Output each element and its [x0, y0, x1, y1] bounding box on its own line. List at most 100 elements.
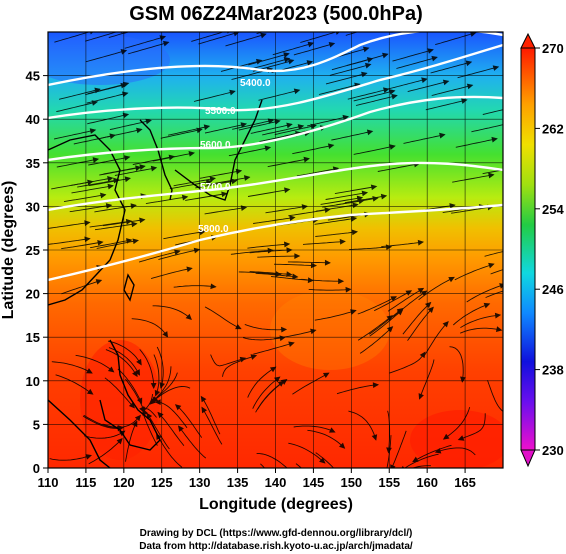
streamline — [252, 376, 280, 409]
streamline — [449, 346, 464, 382]
streamline-arrow — [362, 46, 370, 53]
streamline — [56, 101, 98, 113]
streamline — [48, 221, 90, 229]
streamline-arrow — [279, 335, 286, 342]
streamline-arrow — [134, 414, 141, 422]
streamline — [407, 307, 434, 341]
streamline-arrow — [350, 216, 358, 222]
streamline — [466, 284, 503, 303]
streamline — [353, 90, 395, 102]
streamline-arrow — [193, 247, 201, 254]
streamline — [387, 288, 424, 312]
streamline — [207, 176, 250, 186]
streamline — [336, 197, 378, 206]
streamline-arrow — [396, 307, 404, 314]
streamline — [452, 303, 490, 326]
streamline-arrow — [84, 220, 91, 226]
streamline-arrow — [339, 238, 346, 245]
streamline — [454, 263, 494, 281]
streamline — [139, 349, 155, 388]
streamline — [292, 372, 329, 395]
streamline — [314, 217, 357, 225]
streamline-arrow — [146, 412, 153, 420]
streamline — [482, 109, 503, 115]
streamline — [158, 249, 200, 261]
streamline-arrow — [203, 124, 211, 131]
x-tick-label: 110 — [38, 475, 59, 490]
streamline — [471, 124, 503, 133]
streamline — [348, 410, 377, 440]
streamline-arrow — [116, 437, 123, 445]
streamline — [90, 239, 132, 249]
streamline-arrow — [150, 165, 158, 172]
coastlines — [48, 99, 263, 468]
streamline-arrow — [286, 247, 293, 254]
streamline-arrow — [280, 379, 288, 385]
streamline — [391, 430, 407, 468]
streamline-arrow — [283, 52, 290, 58]
philippines-coast — [99, 339, 161, 451]
streamline-arrow — [205, 179, 213, 186]
x-tick-label: 125 — [151, 475, 173, 490]
streamline — [51, 361, 93, 374]
streamline-arrow — [290, 467, 292, 468]
streamline-arrow — [107, 175, 114, 182]
streamline-arrow — [338, 442, 346, 449]
streamline — [256, 453, 288, 468]
streamline — [307, 116, 349, 127]
streamline — [199, 170, 242, 179]
streamline — [320, 197, 363, 205]
streamline — [173, 177, 216, 187]
streamline-arrow — [382, 52, 389, 59]
contour-label-5800: 5800.0 — [198, 224, 229, 235]
contour-label-5600: 5600.0 — [200, 140, 231, 151]
streamline — [267, 158, 309, 168]
streamline-arrow — [154, 389, 161, 397]
streamline-arrow — [240, 122, 248, 128]
streamline-arrow — [233, 32, 240, 37]
streamline — [249, 271, 292, 276]
streamline — [377, 163, 420, 172]
streamline-arrow — [130, 203, 137, 209]
credit-drawing: Drawing by DCL (https://www.gfd-dennou.o… — [140, 528, 413, 539]
streamline — [104, 377, 135, 409]
streamline-arrow — [345, 286, 352, 293]
streamline — [435, 447, 476, 456]
streamline-arrow — [196, 127, 203, 134]
streamline — [402, 302, 431, 335]
y-tick-label: 40 — [26, 112, 40, 127]
streamline — [255, 272, 298, 278]
streamline-arrow — [240, 205, 248, 211]
streamline-arrow — [201, 406, 208, 414]
streamline — [347, 88, 389, 100]
streamline-arrow — [372, 195, 379, 202]
streamline-arrow — [107, 366, 115, 373]
streamline — [357, 315, 393, 341]
streamline — [443, 406, 471, 440]
streamline — [485, 290, 503, 299]
streamline — [88, 177, 131, 187]
streamline-arrow — [131, 420, 138, 428]
streamline-arrow — [372, 382, 380, 389]
streamline-arrow — [421, 77, 428, 84]
streamline — [94, 204, 136, 213]
streamline — [152, 305, 192, 320]
streamline-arrow — [174, 249, 181, 256]
y-axis-label: Latitude (degrees) — [0, 181, 17, 320]
streamline — [169, 180, 212, 190]
streamline-arrow — [460, 376, 466, 383]
streamline-arrow — [417, 239, 425, 246]
streamline-arrow — [328, 42, 336, 48]
colorbar-tick-label: 262 — [542, 121, 564, 136]
contour-label-5400: 5400.0 — [240, 78, 271, 89]
colorbar-bar — [520, 47, 536, 451]
streamline-arrow — [162, 331, 169, 338]
streamline-arrow — [293, 88, 301, 95]
streamline-arrow — [366, 129, 374, 136]
streamline-arrow — [267, 247, 274, 254]
streamline-arrow — [181, 194, 189, 201]
streamline-arrow — [274, 119, 281, 125]
streamline — [257, 255, 300, 258]
streamline — [307, 429, 345, 449]
